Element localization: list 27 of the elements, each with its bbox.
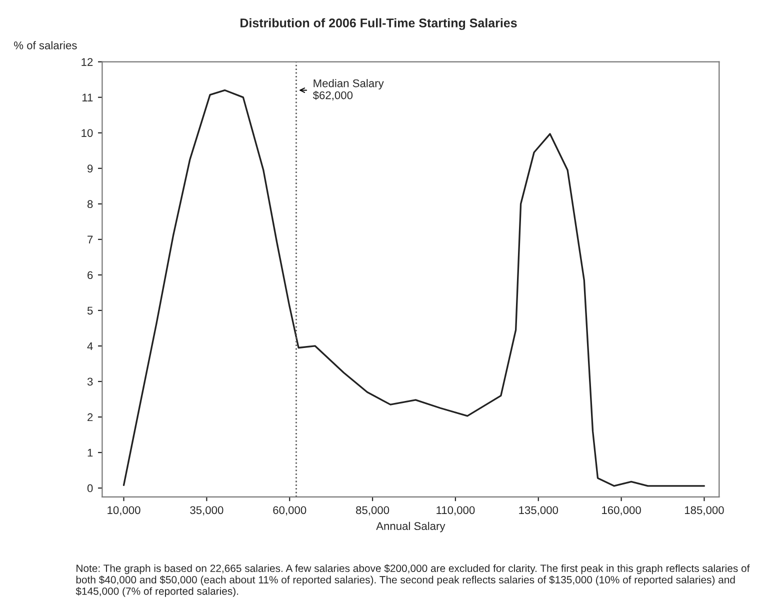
x-axis-title: Annual Salary	[376, 522, 446, 532]
y-tick-label: 7	[88, 236, 93, 244]
y-tick-label: 11	[82, 94, 93, 102]
y-tick-label: 5	[87, 306, 93, 315]
y-tick-label: 12	[82, 58, 93, 66]
y-tick-label: 3	[87, 378, 93, 386]
chart-title: Distribution of 2006 Full-Time Starting Salaries	[240, 18, 517, 30]
x-tick-label: 135,000	[519, 506, 558, 516]
y-tick-label: 9	[88, 164, 93, 173]
y-tick-label: 8	[87, 200, 93, 208]
text: Note: The graph is based on 22,665 salaries. A few salaries above $200,000 are excluded for clarity. The first peak in this graph reflects salaries of both $40,000 and $50,000 (each about 11% of reported salaries). The second peak reflects salaries of $135,000 (10% of reported salaries) and $145,000 (7% of reported salaries).	[76, 564, 750, 597]
x-tick-label: 60,000	[273, 506, 306, 516]
x-tick-label: 160,000	[602, 506, 641, 516]
y-tick-label: 6	[88, 271, 93, 280]
x-tick-label: 185,000	[684, 506, 724, 516]
y-tick-label: 2	[88, 413, 93, 422]
y-tick-label: 1	[88, 448, 93, 457]
x-tick-label: 85,000	[356, 506, 390, 516]
y-axis-title: % of salaries	[14, 41, 77, 50]
ref-line-label: Median Salary $62,000	[312, 79, 384, 101]
line-series	[122, 89, 706, 487]
y-tick-label: 0	[87, 484, 93, 492]
x-tick-label: 35,000	[190, 506, 224, 516]
x-tick-label: 10,000	[108, 506, 140, 516]
y-tick-label: 10	[82, 129, 93, 137]
x-tick-label: 110,000	[436, 506, 475, 516]
y-tick-label: 4	[87, 342, 93, 350]
